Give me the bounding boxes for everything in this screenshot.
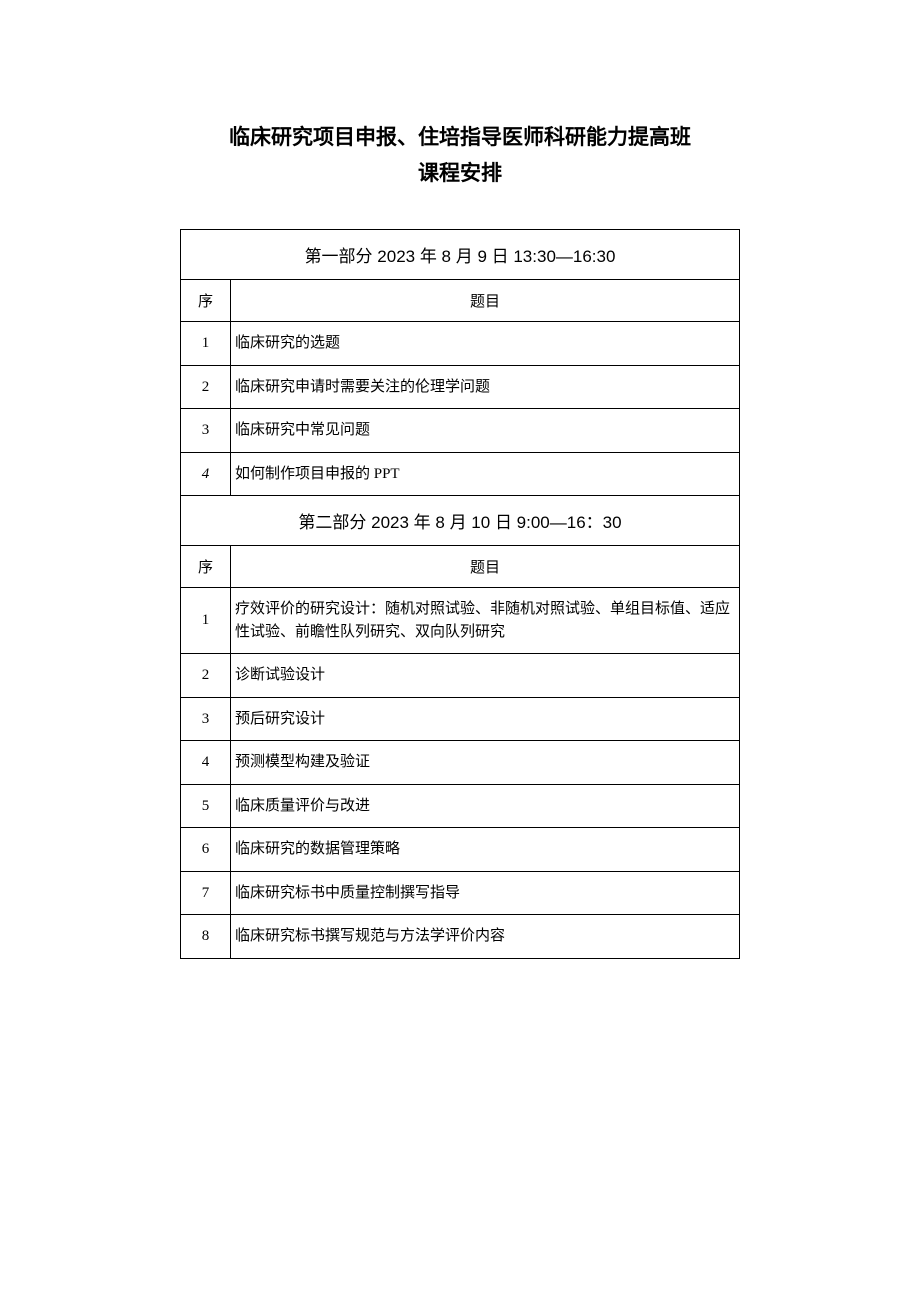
part2-column-header-row: 序 题目 (181, 546, 740, 588)
table-row: 2 诊断试验设计 (181, 654, 740, 698)
part2-col-topic: 题目 (231, 546, 740, 588)
row-topic: 预后研究设计 (231, 697, 740, 741)
row-topic: 临床研究的选题 (231, 322, 740, 366)
row-topic: 疗效评价的研究设计：随机对照试验、非随机对照试验、单组目标值、适应性试验、前瞻性… (231, 588, 740, 654)
page-title-line1: 临床研究项目申报、住培指导医师科研能力提高班 (180, 120, 740, 156)
part2-header-row: 第二部分 2023 年 8 月 10 日 9:00—16：30 (181, 496, 740, 546)
table-row: 6 临床研究的数据管理策略 (181, 828, 740, 872)
table-row: 2 临床研究申请时需要关注的伦理学问题 (181, 365, 740, 409)
part2-header: 第二部分 2023 年 8 月 10 日 9:00—16：30 (181, 496, 740, 546)
table-row: 3 预后研究设计 (181, 697, 740, 741)
part1-header-row: 第一部分 2023 年 8 月 9 日 13:30—16:30 (181, 230, 740, 280)
part1-header: 第一部分 2023 年 8 月 9 日 13:30—16:30 (181, 230, 740, 280)
row-seq: 2 (181, 654, 231, 698)
row-topic: 临床研究申请时需要关注的伦理学问题 (231, 365, 740, 409)
table-row: 4 预测模型构建及验证 (181, 741, 740, 785)
table-row: 5 临床质量评价与改进 (181, 784, 740, 828)
row-seq: 7 (181, 871, 231, 915)
table-row: 4 如何制作项目申报的 PPT (181, 452, 740, 496)
row-topic: 临床研究标书中质量控制撰写指导 (231, 871, 740, 915)
row-seq: 4 (181, 452, 231, 496)
row-seq: 2 (181, 365, 231, 409)
table-row: 3 临床研究中常见问题 (181, 409, 740, 453)
row-seq: 5 (181, 784, 231, 828)
part1-col-seq: 序 (181, 280, 231, 322)
row-seq: 1 (181, 588, 231, 654)
row-topic: 临床研究的数据管理策略 (231, 828, 740, 872)
table-row: 7 临床研究标书中质量控制撰写指导 (181, 871, 740, 915)
row-topic: 临床研究标书撰写规范与方法学评价内容 (231, 915, 740, 959)
part2-col-seq: 序 (181, 546, 231, 588)
table-row: 1 疗效评价的研究设计：随机对照试验、非随机对照试验、单组目标值、适应性试验、前… (181, 588, 740, 654)
part1-column-header-row: 序 题目 (181, 280, 740, 322)
table-row: 8 临床研究标书撰写规范与方法学评价内容 (181, 915, 740, 959)
row-topic: 诊断试验设计 (231, 654, 740, 698)
row-seq: 3 (181, 409, 231, 453)
row-topic: 预测模型构建及验证 (231, 741, 740, 785)
row-topic: 临床研究中常见问题 (231, 409, 740, 453)
part1-col-topic: 题目 (231, 280, 740, 322)
row-seq: 8 (181, 915, 231, 959)
row-topic: 临床质量评价与改进 (231, 784, 740, 828)
schedule-table: 第一部分 2023 年 8 月 9 日 13:30—16:30 序 题目 1 临… (180, 229, 740, 959)
row-seq: 6 (181, 828, 231, 872)
table-row: 1 临床研究的选题 (181, 322, 740, 366)
row-seq: 4 (181, 741, 231, 785)
row-topic: 如何制作项目申报的 PPT (231, 452, 740, 496)
row-seq: 1 (181, 322, 231, 366)
row-seq: 3 (181, 697, 231, 741)
page-title-line2: 课程安排 (180, 156, 740, 192)
